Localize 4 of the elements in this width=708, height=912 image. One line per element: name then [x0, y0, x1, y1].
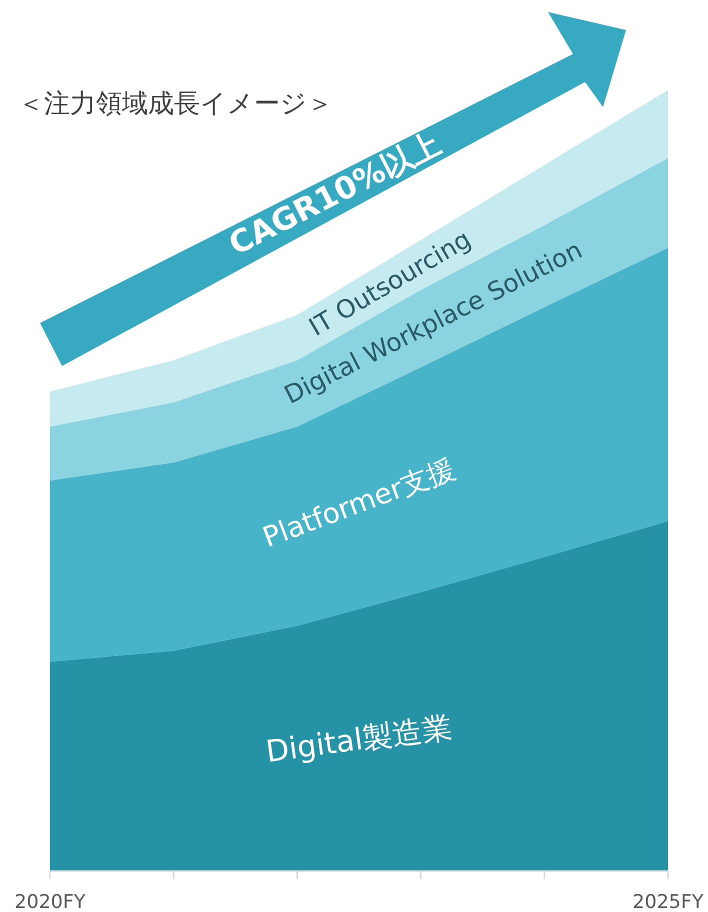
chart-title: ＜注力領域成長イメージ＞ [18, 89, 333, 119]
series-label: Digital製造業 [264, 710, 454, 770]
x-tick-label: 2020FY [14, 891, 86, 912]
x-tick-label: 2025FY [632, 891, 704, 912]
